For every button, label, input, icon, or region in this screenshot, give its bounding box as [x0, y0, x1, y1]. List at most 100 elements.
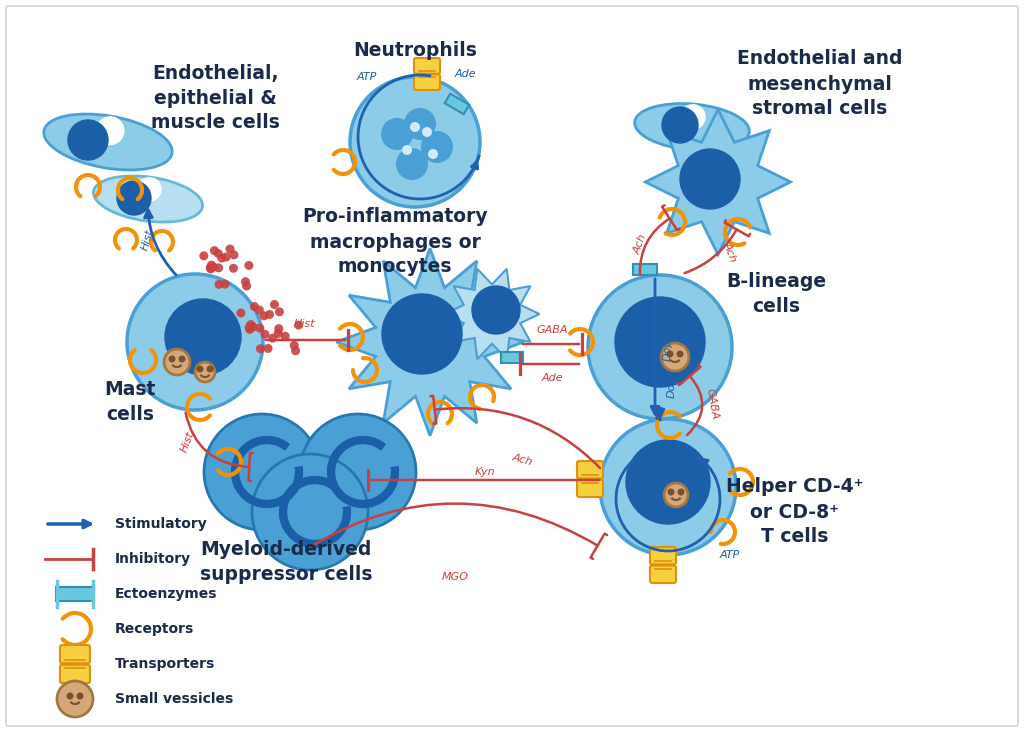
Circle shape: [214, 249, 223, 258]
Text: ATP: ATP: [720, 550, 740, 560]
Text: Receptors: Receptors: [115, 622, 195, 636]
Circle shape: [680, 104, 706, 130]
Ellipse shape: [635, 103, 750, 151]
Text: Ectoenzymes: Ectoenzymes: [115, 587, 217, 601]
Circle shape: [207, 365, 213, 373]
Circle shape: [164, 349, 190, 375]
Circle shape: [206, 263, 215, 272]
Text: Small vessicles: Small vessicles: [115, 692, 233, 706]
Circle shape: [255, 324, 264, 332]
Text: Ade: Ade: [542, 373, 563, 383]
Text: Ach: Ach: [511, 452, 534, 468]
Circle shape: [472, 286, 520, 334]
Circle shape: [256, 344, 265, 354]
Circle shape: [137, 177, 162, 202]
Text: Hist: Hist: [294, 319, 315, 329]
Polygon shape: [337, 248, 523, 436]
Text: ATP: ATP: [356, 72, 377, 82]
FancyBboxPatch shape: [650, 566, 676, 583]
Circle shape: [668, 488, 675, 496]
Circle shape: [664, 483, 688, 507]
Circle shape: [209, 263, 218, 272]
Circle shape: [263, 344, 272, 353]
Polygon shape: [645, 109, 791, 255]
Circle shape: [250, 302, 259, 311]
Circle shape: [215, 280, 223, 289]
FancyBboxPatch shape: [56, 587, 94, 601]
Text: Dop: Dop: [663, 339, 673, 362]
Circle shape: [245, 261, 253, 270]
Text: Mast
cells: Mast cells: [104, 380, 156, 424]
Circle shape: [237, 308, 246, 318]
Text: Hist: Hist: [140, 228, 156, 252]
Circle shape: [615, 297, 705, 387]
Circle shape: [245, 325, 254, 334]
Circle shape: [249, 323, 258, 332]
Circle shape: [229, 264, 238, 273]
Circle shape: [229, 250, 239, 259]
Circle shape: [200, 251, 208, 261]
Text: Transporters: Transporters: [115, 657, 215, 671]
Circle shape: [67, 692, 74, 700]
Circle shape: [221, 253, 230, 261]
Circle shape: [662, 107, 698, 143]
Circle shape: [246, 320, 255, 329]
Circle shape: [281, 332, 290, 341]
Circle shape: [275, 307, 284, 316]
Text: Dop: Dop: [667, 376, 677, 398]
Circle shape: [245, 323, 254, 332]
Circle shape: [678, 488, 684, 496]
Text: Myeloid-derived
suppressor cells: Myeloid-derived suppressor cells: [200, 540, 373, 584]
Circle shape: [396, 148, 428, 180]
Circle shape: [178, 356, 185, 362]
Circle shape: [274, 324, 284, 333]
Circle shape: [626, 440, 710, 524]
Circle shape: [57, 681, 93, 717]
Circle shape: [265, 310, 274, 319]
Circle shape: [242, 282, 251, 291]
Circle shape: [667, 351, 674, 357]
Circle shape: [290, 341, 299, 350]
Circle shape: [410, 122, 420, 132]
Ellipse shape: [44, 114, 172, 170]
Circle shape: [294, 321, 303, 329]
Text: Neutrophils: Neutrophils: [353, 40, 477, 59]
Circle shape: [117, 181, 151, 215]
Circle shape: [220, 280, 229, 288]
Circle shape: [214, 264, 223, 272]
Circle shape: [588, 275, 732, 419]
Circle shape: [195, 362, 215, 382]
FancyBboxPatch shape: [650, 547, 676, 564]
Polygon shape: [444, 269, 540, 359]
Text: Stimulatory: Stimulatory: [115, 517, 207, 531]
Circle shape: [680, 149, 740, 209]
FancyBboxPatch shape: [633, 264, 657, 274]
Circle shape: [259, 311, 268, 321]
Circle shape: [252, 454, 368, 570]
Circle shape: [382, 294, 462, 374]
Text: GABA: GABA: [705, 388, 720, 420]
Circle shape: [422, 127, 432, 137]
Text: GABA: GABA: [537, 325, 567, 335]
Circle shape: [381, 118, 413, 150]
FancyBboxPatch shape: [60, 665, 90, 683]
FancyBboxPatch shape: [414, 58, 440, 74]
FancyBboxPatch shape: [444, 94, 469, 114]
Circle shape: [421, 131, 453, 163]
Text: Helper CD-4⁺
or CD-8⁺
T cells: Helper CD-4⁺ or CD-8⁺ T cells: [726, 477, 864, 547]
Text: Kyn: Kyn: [475, 467, 496, 477]
Text: Inhibitory: Inhibitory: [115, 552, 191, 566]
Circle shape: [402, 145, 412, 155]
Circle shape: [291, 346, 300, 355]
Circle shape: [260, 330, 269, 339]
Circle shape: [77, 692, 84, 700]
Text: Ach: Ach: [722, 241, 738, 264]
Text: Pro-inflammatory
macrophages or
monocytes: Pro-inflammatory macrophages or monocyte…: [302, 207, 487, 277]
Text: Ach: Ach: [632, 233, 648, 255]
Circle shape: [300, 414, 416, 530]
Text: Hist: Hist: [179, 430, 197, 454]
Circle shape: [677, 351, 683, 357]
Text: MGO: MGO: [441, 572, 469, 582]
Circle shape: [204, 414, 319, 530]
Circle shape: [197, 365, 204, 373]
